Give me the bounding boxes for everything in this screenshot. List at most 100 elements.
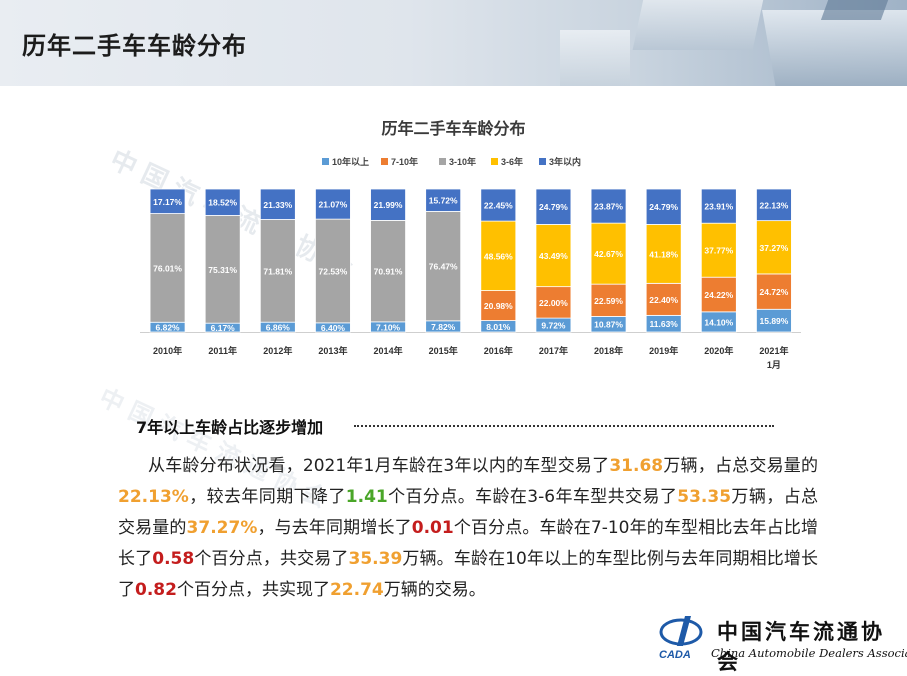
data-label: 23.91% — [704, 202, 733, 212]
paragraph-text: 个百分点。车龄在3-6年车型共交易了 — [387, 487, 678, 507]
legend-swatch — [539, 158, 546, 165]
bar-segment — [756, 188, 792, 222]
header-banner: 历年二手车车龄分布 — [0, 0, 907, 86]
bar-segment — [700, 188, 737, 224]
banner-decoration — [762, 10, 907, 86]
banner-decoration — [632, 0, 768, 50]
legend-swatch — [381, 158, 388, 165]
category-label: 2019年 — [649, 345, 678, 356]
highlight-value: 22.13% — [118, 487, 189, 507]
bar-segment — [700, 222, 737, 278]
data-label: 6.82% — [156, 323, 181, 333]
data-label: 6.86% — [266, 323, 291, 333]
highlight-value: 1.41 — [345, 487, 388, 507]
data-label: 43.49% — [539, 251, 568, 261]
paragraph-text: 从车龄分布状况看，2021年1月车龄在3年以内的车型交易了 — [148, 456, 610, 476]
bar-segment — [259, 188, 296, 220]
cada-logo: CADA 中国汽车流通协会 China Automobile Dealers A… — [655, 612, 907, 674]
category-label: 2015年 — [429, 345, 458, 356]
data-label: 6.40% — [321, 323, 346, 333]
bar-segment — [535, 286, 572, 319]
paragraph-text: ，较去年同期下降了 — [188, 487, 346, 507]
highlight-value: 0.82 — [135, 580, 177, 600]
bar-segment — [425, 188, 462, 212]
category-label: 2013年 — [318, 345, 347, 356]
paragraph-text: 个百分点。车龄在7-10年的车型相比去年占比增长了 — [118, 518, 818, 569]
analysis-paragraph: 从车龄分布状况看，2021年1月车龄在3年以内的车型交易了31.68万辆，占总交… — [118, 451, 818, 606]
data-label: 14.10% — [704, 317, 733, 327]
highlight-value: 53.35 — [677, 487, 732, 507]
bar-segment — [315, 218, 351, 324]
bar-segment — [259, 219, 296, 323]
bar-segment — [425, 211, 462, 322]
bar-segment — [149, 213, 186, 323]
category-label: 2014年 — [374, 345, 403, 356]
data-label: 15.72% — [429, 196, 458, 206]
data-label: 37.77% — [704, 246, 733, 256]
cada-logo-icon: CADA — [659, 616, 703, 660]
bar-segment — [370, 220, 406, 323]
data-label: 70.91% — [374, 267, 403, 277]
data-label: 17.17% — [153, 197, 182, 207]
category-label: 2012年 — [263, 345, 292, 356]
data-label: 6.17% — [211, 323, 236, 333]
category-label: 2021年 1月 — [759, 345, 788, 370]
data-label: 20.98% — [484, 301, 513, 311]
logo-abbr: CADA — [659, 649, 691, 660]
highlight-value: 0.01 — [411, 518, 454, 538]
bar-segment — [149, 188, 186, 214]
highlight-value: 35.39 — [348, 549, 403, 569]
bar-segment — [204, 215, 241, 324]
bar-segment — [370, 188, 406, 221]
paragraph-text: 万辆，占总交易量的 — [663, 456, 818, 476]
data-label: 24.79% — [649, 202, 678, 212]
data-label: 75.31% — [208, 265, 237, 275]
section-heading: 7年以上车龄占比逐步增加 — [136, 418, 324, 437]
paragraph-text: ，与去年同期增长了 — [257, 518, 412, 538]
highlight-value: 22.74 — [329, 580, 384, 600]
bar-segment — [590, 283, 627, 317]
data-label: 18.52% — [208, 198, 237, 208]
paragraph-text: 万辆，占总交易量的 — [118, 487, 819, 538]
dotted-divider — [354, 425, 774, 427]
category-label: 2016年 — [484, 345, 513, 356]
page-title: 历年二手车车龄分布 — [22, 32, 247, 60]
data-label: 22.13% — [760, 200, 789, 210]
legend-swatch — [491, 158, 498, 165]
bar-segment — [480, 188, 517, 222]
data-label: 48.56% — [484, 251, 513, 261]
logo-name-en: China Automobile Dealers Association — [711, 646, 907, 660]
data-label: 21.07% — [319, 200, 348, 210]
data-label: 22.59% — [594, 296, 623, 306]
bar-segment — [590, 188, 627, 224]
data-label: 24.72% — [760, 287, 789, 297]
data-label: 9.72% — [541, 321, 566, 331]
data-label: 42.67% — [594, 249, 623, 259]
data-label: 21.99% — [374, 200, 403, 210]
bar-segment — [700, 276, 737, 313]
data-label: 37.27% — [760, 243, 789, 253]
legend-swatch — [439, 158, 446, 165]
paragraph-text: 个百分点，共交易了 — [194, 549, 349, 569]
paragraph-text: 万辆。车龄在10年以上的车型比例与去年同期相比增长了 — [118, 549, 819, 600]
legend-label: 3年以内 — [549, 156, 581, 167]
highlight-value: 0.58 — [152, 549, 195, 569]
data-label: 71.81% — [263, 266, 292, 276]
data-label: 22.40% — [649, 295, 678, 305]
stacked-bar-chart: 历年二手车车龄分布 10年以上 7-10年 3-10年 3-6年 3年以内 6.82% 76.… — [0, 100, 907, 390]
bar-segment — [204, 188, 241, 216]
category-label: 2020年 — [704, 345, 733, 356]
category-label: 2018年 — [594, 345, 623, 356]
category-label: 2017年 — [539, 345, 568, 356]
data-label: 11.63% — [650, 319, 679, 329]
bar-segment — [535, 188, 572, 225]
chart-canvas: 历年二手车车龄分布 10年以上 7-10年 3-10年 3-6年 3年以内 6.82% 76.… — [140, 119, 801, 370]
data-label: 41.18% — [649, 249, 678, 259]
highlight-value: 37.27% — [186, 518, 258, 538]
data-label: 10.87% — [594, 320, 623, 330]
bar-segment — [480, 220, 517, 291]
logo-name-cn: 中国汽车流通协会 — [717, 619, 885, 674]
data-label: 24.22% — [704, 290, 733, 300]
bar-segment — [645, 188, 682, 225]
category-label: 2010年 — [153, 345, 182, 356]
